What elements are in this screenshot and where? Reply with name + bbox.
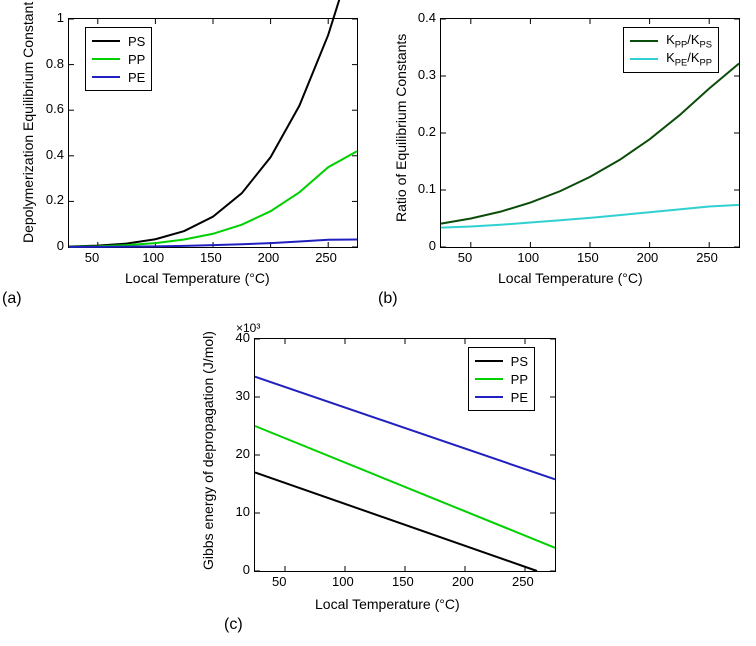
legend-swatch-icon	[475, 360, 503, 362]
xtick-label: 150	[200, 250, 222, 265]
legend-label: KPP/KPS	[666, 32, 712, 50]
legend-label: PP	[511, 372, 528, 387]
panel-letter-b: (b)	[378, 290, 398, 308]
panel-a-plot: PS PP PE	[68, 18, 358, 248]
xtick-label: 250	[512, 574, 534, 589]
panel-b-xlabel: Local Temperature (°C)	[498, 270, 643, 286]
panel-a-xlabel: Local Temperature (°C)	[125, 270, 270, 286]
y-multiplier: ×10³	[236, 321, 260, 335]
legend-label: PS	[128, 34, 145, 49]
panel-c-legend: PS PP PE	[468, 347, 535, 411]
legend-swatch-icon	[630, 58, 658, 60]
panel-letter-a: (a)	[2, 290, 22, 308]
panel-b-legend: KPP/KPS KPE/KPP	[623, 27, 719, 73]
legend-swatch-icon	[92, 40, 120, 42]
ytick-label: 20	[216, 446, 250, 461]
legend-label: PE	[511, 390, 528, 405]
legend-swatch-icon	[92, 58, 120, 60]
ytick-label: 10	[216, 504, 250, 519]
legend-label: PP	[128, 52, 145, 67]
legend-swatch-icon	[92, 76, 120, 78]
xtick-label: 150	[392, 574, 414, 589]
xtick-label: 250	[315, 250, 337, 265]
xtick-label: 200	[258, 250, 280, 265]
panel-c: PS PP PE 50100150200250010203040 ×10³ Lo…	[180, 318, 580, 638]
panel-c-xlabel: Local Temperature (°C)	[315, 596, 460, 612]
xtick-label: 100	[142, 250, 164, 265]
xtick-label: 50	[272, 574, 286, 589]
legend-row: PS	[475, 352, 528, 370]
panel-b-ylabel: Ratio of Equilibrium Constants	[393, 34, 409, 222]
panel-a: PS PP PE 5010015020025000.20.40.60.81 Lo…	[0, 0, 378, 310]
xtick-label: 50	[458, 250, 472, 265]
panel-a-legend: PS PP PE	[85, 27, 152, 91]
legend-swatch-icon	[475, 378, 503, 380]
panel-b: KPP/KPS KPE/KPP 5010015020025000.10.20.3…	[378, 0, 756, 310]
panel-letter-c: (c)	[224, 616, 243, 634]
legend-swatch-icon	[630, 40, 658, 42]
panel-c-ylabel: Gibbs energy of depropagation (J/mol)	[200, 331, 216, 570]
ytick-label: 0	[216, 562, 250, 577]
panel-b-plot: KPP/KPS KPE/KPP	[440, 18, 740, 248]
ytick-label: 0	[402, 238, 436, 253]
legend-row: PE	[475, 388, 528, 406]
xtick-label: 100	[332, 574, 354, 589]
panel-a-ylabel: Depolymerization Equilibrium Constant	[20, 2, 36, 243]
legend-swatch-icon	[475, 396, 503, 398]
xtick-label: 150	[577, 250, 599, 265]
legend-row: PP	[92, 50, 145, 68]
legend-row: PS	[92, 32, 145, 50]
legend-row: KPE/KPP	[630, 50, 712, 68]
legend-row: PE	[92, 68, 145, 86]
xtick-label: 50	[85, 250, 99, 265]
xtick-label: 200	[637, 250, 659, 265]
xtick-label: 250	[696, 250, 718, 265]
ytick-label: 0.4	[402, 10, 436, 25]
figure-container: { "panel_a": { "letter": "(a)", "type": …	[0, 0, 756, 646]
xtick-label: 100	[517, 250, 539, 265]
legend-label: PE	[128, 70, 145, 85]
xtick-label: 200	[452, 574, 474, 589]
panel-c-plot: PS PP PE	[254, 338, 556, 572]
legend-row: PP	[475, 370, 528, 388]
legend-label: KPE/KPP	[666, 50, 712, 68]
legend-row: KPP/KPS	[630, 32, 712, 50]
ytick-label: 30	[216, 388, 250, 403]
legend-label: PS	[511, 354, 528, 369]
